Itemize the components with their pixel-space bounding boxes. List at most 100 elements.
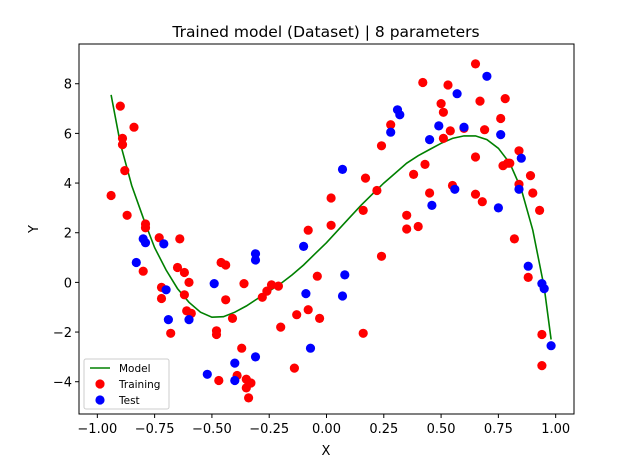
training-point <box>326 220 336 230</box>
chart-title: Trained model (Dataset) | 8 parameters <box>171 23 479 41</box>
x-tick-label: −0.75 <box>135 422 175 437</box>
training-point <box>535 205 545 215</box>
training-point <box>372 185 382 196</box>
training-point <box>221 295 231 305</box>
training-point <box>175 234 185 244</box>
training-point <box>480 125 490 135</box>
training-point <box>303 225 313 235</box>
test-point <box>202 369 212 379</box>
x-tick-label: 1.00 <box>541 422 570 437</box>
test-point <box>425 135 435 145</box>
y-tick-label: −2 <box>53 326 72 341</box>
training-point <box>129 122 139 132</box>
y-tick-label: −4 <box>53 376 72 391</box>
training-point <box>172 262 183 273</box>
plot-frame <box>78 43 575 415</box>
x-tick-label: −0.25 <box>249 422 289 437</box>
training-point <box>496 113 506 124</box>
training-point <box>436 99 446 109</box>
training-point <box>140 223 151 233</box>
training-point <box>505 158 515 168</box>
test-point <box>434 121 444 131</box>
training-point <box>418 77 428 88</box>
test-point <box>305 343 316 353</box>
legend-test-swatch <box>95 395 105 405</box>
test-point <box>496 130 506 140</box>
training-point <box>376 251 387 261</box>
training-point <box>443 80 453 90</box>
test-point <box>523 261 533 271</box>
training-point <box>326 193 336 203</box>
training-point <box>246 378 256 388</box>
test-point <box>161 285 171 295</box>
plot-area <box>79 44 574 414</box>
training-point <box>402 210 412 220</box>
legend-label: Model <box>119 363 151 375</box>
training-point <box>470 189 481 199</box>
x-axis-ticks: −1.00 −0.75 −0.50 −0.25 0.00 0.25 0.50 0.75 1.00 <box>77 414 570 437</box>
training-point <box>227 313 238 323</box>
training-point <box>360 173 371 183</box>
x-tick-label: 0.75 <box>484 422 513 437</box>
training-point <box>475 96 485 106</box>
training-point <box>117 140 128 150</box>
y-tick-label: 6 <box>64 127 72 142</box>
training-point <box>402 224 412 234</box>
training-point <box>122 210 132 220</box>
test-point <box>514 184 524 194</box>
test-point <box>299 241 309 251</box>
test-point <box>184 315 194 325</box>
training-point <box>537 361 547 371</box>
x-axis-label: X <box>322 444 331 459</box>
training-point <box>425 188 435 198</box>
training-point <box>413 221 423 232</box>
legend-label: Training <box>118 379 160 391</box>
test-point <box>539 284 549 294</box>
y-tick-label: 0 <box>64 276 72 291</box>
training-point <box>358 328 368 338</box>
training-point <box>239 279 249 289</box>
legend-label: Test <box>118 395 140 407</box>
test-point <box>209 279 219 289</box>
test-point <box>250 249 261 259</box>
training-point <box>289 363 299 373</box>
test-point <box>337 291 348 301</box>
legend-box <box>83 358 170 410</box>
training-point <box>106 190 116 201</box>
y-axis-label: Y <box>27 225 42 234</box>
test-point <box>250 352 261 362</box>
y-tick-label: 2 <box>64 227 72 242</box>
x-tick-label: −0.50 <box>192 422 232 437</box>
x-tick-label: 0.50 <box>427 422 456 437</box>
training-point <box>156 293 167 304</box>
training-point <box>514 146 524 156</box>
test-point <box>301 289 311 299</box>
training-point <box>358 205 368 215</box>
test-point <box>340 270 350 280</box>
training-point <box>409 169 419 179</box>
test-point <box>395 110 405 120</box>
chart-marks <box>106 59 556 403</box>
training-point <box>470 152 481 162</box>
training-point <box>211 329 222 340</box>
y-tick-label: 8 <box>64 78 72 93</box>
test-point <box>452 89 462 99</box>
test-point <box>450 184 460 194</box>
test-point <box>140 238 151 248</box>
test-point <box>230 375 240 386</box>
training-point <box>276 322 286 332</box>
test-point <box>546 341 556 351</box>
test-point <box>516 153 526 163</box>
test-point <box>337 164 348 174</box>
training-point <box>525 171 536 181</box>
test-point <box>230 358 240 368</box>
training-point <box>292 310 302 320</box>
y-tick-label: 4 <box>64 177 72 192</box>
test-point <box>493 203 503 213</box>
x-tick-label: 0.00 <box>312 422 341 437</box>
test-point <box>159 239 169 249</box>
training-point <box>312 271 322 281</box>
training-point <box>179 267 189 278</box>
test-point <box>427 200 437 210</box>
